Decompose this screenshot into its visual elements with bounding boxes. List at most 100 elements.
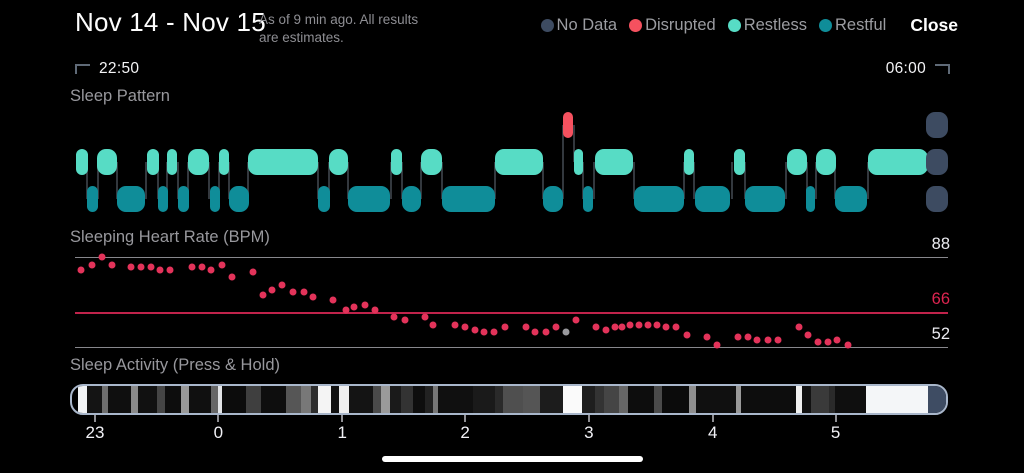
heart-rate-dot [361,301,369,308]
activity-segment [107,386,132,413]
sleep-segment-restless [816,149,836,175]
sleep-segment-restful [116,186,145,212]
heart-rate-dot [390,313,398,321]
sleep-segment-restless [595,149,634,175]
activity-segment [245,386,261,413]
activity-segment [502,386,523,413]
heart-rate-dot [401,316,409,323]
heart-rate-dot [480,328,488,336]
home-indicator[interactable] [382,456,643,462]
heart-rate-dot [611,323,619,331]
activity-segment [181,386,190,413]
segment-connector [218,162,221,199]
activity-segment [425,386,433,413]
activity-segment [661,386,690,413]
segment-connector [145,162,148,199]
hour-label: 5 [830,423,841,442]
sleep-segment-restless [76,149,88,175]
heart-rate-dot [350,303,358,311]
legend-dot-icon [727,19,741,32]
heart-rate-axis-label: 66 [931,290,950,308]
activity-segment [222,386,246,413]
heart-rate-dot [653,321,661,328]
hour-tick [587,415,590,422]
segment-connector [208,162,211,199]
sleep-segment-restful [158,186,168,212]
activity-segment [801,386,811,413]
sleep-segment-restful [209,186,220,212]
segment-connector [328,162,331,199]
range-end-time: 06:00 [885,60,926,77]
heart-rate-dot [635,321,643,328]
activity-segment [927,386,946,413]
sleep-segment-restless [247,149,319,175]
heart-rate-dot [188,263,196,271]
activity-segment [86,386,102,413]
heart-rate-dot [501,323,509,331]
data-freshness-note: As of 9 min ago. All results are estimat… [259,12,419,45]
activity-segment [138,386,157,413]
legend-item-no-data: No Data [540,16,618,35]
activity-segment [835,386,867,413]
heart-rate-dot [137,263,145,271]
heart-rate-dot [683,331,691,338]
heart-rate-dot [77,266,85,273]
sleep-segment-restless [787,149,808,175]
heart-rate-dot [804,331,812,338]
heart-rate-dot [127,263,135,271]
activity-segment [217,386,223,413]
activity-segment [627,386,655,413]
activity-segment [164,386,182,413]
activity-segment [604,386,620,413]
activity-segment [810,386,829,413]
segment-connector [187,162,190,199]
activity-segment [654,386,662,413]
heart-rate-dot [774,336,782,343]
range-end: 06:00 [886,60,950,78]
activity-segment [210,386,218,413]
sleep-segment-restless [421,149,443,175]
segment-connector [166,162,169,199]
activity-segment [310,386,319,413]
sleep-segment-restful [178,186,189,212]
sleep-segment-restless [391,149,402,175]
activity-segment [372,386,381,413]
activity-segment [400,386,413,413]
heart-rate-dot [207,266,215,273]
range-end-corner-bracket-icon [935,64,950,74]
segment-connector [542,162,545,199]
legend-label: No Data [556,16,618,34]
activity-segment [260,386,287,413]
sleep-activity-strip[interactable] [70,384,948,415]
segment-connector [400,162,403,199]
sleep-segment-restful [634,186,685,212]
range-start: 22:50 [75,60,139,78]
heart-rate-dot [753,336,761,343]
sleep-pattern-title: Sleep Pattern [70,87,170,105]
hour-label: 23 [85,423,105,442]
activity-segment [795,386,802,413]
heart-rate-dot [602,326,610,333]
heart-rate-dot [531,328,539,336]
hour-tick [834,415,837,422]
sleep-pattern-chart[interactable] [70,110,950,214]
heart-rate-gridline [75,257,948,258]
heart-rate-dot [108,261,116,268]
sleep-segment-disrupted [562,112,574,138]
heart-rate-highlight-line [75,312,948,314]
heart-rate-dot [703,333,711,341]
heart-rate-dot [713,341,721,348]
hour-tick [94,415,97,422]
heart-rate-dot [451,321,459,328]
hour-tick [464,415,467,422]
segment-connector [632,162,635,199]
heart-rate-axis-label: 88 [931,235,950,253]
legend-item-disrupted: Disrupted [629,16,716,35]
close-button[interactable]: Close [910,15,958,35]
heart-rate-dot [166,266,174,273]
activity-segment [495,386,503,413]
range-start-time: 22:50 [99,60,140,77]
no-data-block [926,186,949,212]
sleep-segment-restful [834,186,868,212]
no-data-block [926,149,949,175]
